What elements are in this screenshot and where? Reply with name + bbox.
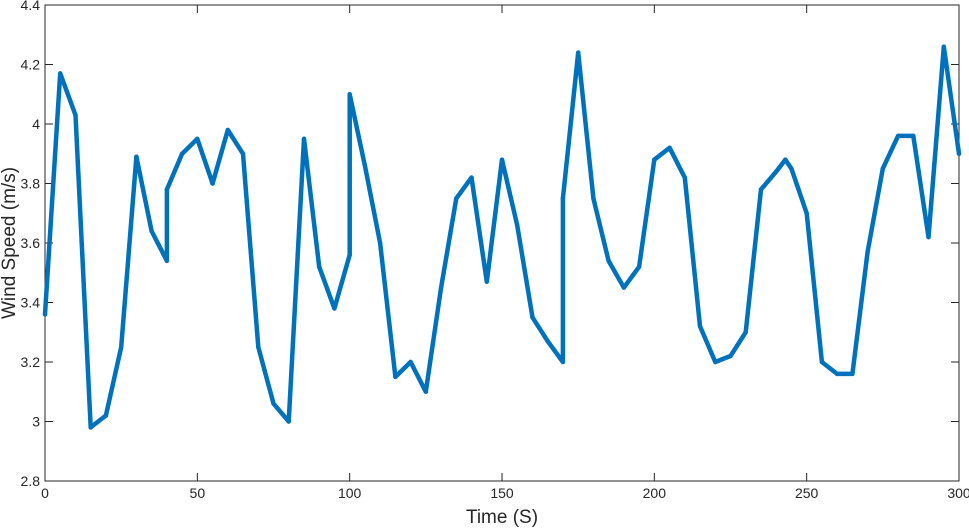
data-point (758, 187, 764, 192)
data-point (423, 389, 429, 394)
data-point (591, 196, 596, 201)
data-point (164, 187, 170, 192)
data-point (515, 222, 520, 228)
data-point (58, 71, 63, 76)
data-point (789, 166, 794, 171)
data-point (783, 157, 788, 162)
data-point (895, 133, 901, 139)
data-point (956, 151, 962, 156)
x-tick-label: 300 (947, 485, 969, 501)
data-point (347, 252, 352, 258)
y-tick-label: 3.4 (21, 295, 41, 311)
data-point (774, 169, 779, 174)
y-tick-label: 3.6 (21, 235, 41, 251)
data-point (332, 306, 337, 311)
data-point (210, 181, 215, 186)
data-point (667, 145, 672, 150)
data-point (941, 44, 946, 49)
data-point (545, 338, 550, 344)
plot-area (44, 4, 960, 482)
data-point (286, 419, 291, 424)
y-tick-label: 4 (32, 116, 40, 132)
data-point (377, 240, 383, 246)
data-point (682, 175, 687, 180)
data-point (362, 163, 368, 168)
data-point (164, 258, 170, 264)
data-point (865, 249, 870, 255)
data-point (408, 359, 413, 365)
data-point (195, 136, 200, 142)
data-point (134, 154, 139, 159)
data-point (256, 344, 261, 350)
y-tick-label: 3.2 (21, 354, 41, 370)
data-point (271, 401, 276, 406)
data-point (743, 330, 748, 335)
data-point (103, 413, 109, 418)
data-point (454, 196, 459, 201)
x-tick-label: 250 (795, 485, 819, 501)
data-point (347, 92, 352, 97)
data-point (393, 374, 398, 380)
x-tick-label: 150 (490, 485, 514, 501)
x-tick-label: 200 (643, 485, 667, 501)
y-tick-label: 3.8 (21, 176, 41, 192)
data-point (42, 312, 48, 317)
axis-tick-labels: 0 50 100 150 200 250 300 2.8 3 3.2 3.4 3.6 3.8 4 4.2 4.… (21, 0, 969, 501)
data-point (621, 285, 627, 290)
data-point (804, 211, 809, 216)
data-point (728, 353, 733, 359)
data-point (149, 228, 154, 234)
x-tick-label: 0 (41, 485, 49, 501)
data-point (88, 425, 93, 430)
data-point (819, 359, 825, 365)
y-tick-label: 2.8 (21, 473, 41, 489)
data-point (880, 166, 886, 171)
data-point (438, 285, 444, 290)
data-point (636, 264, 642, 269)
data-point (301, 136, 307, 142)
x-tick-label: 100 (338, 485, 362, 501)
data-point (73, 112, 78, 118)
x-tick-label: 50 (190, 485, 206, 501)
data-point (834, 371, 840, 377)
data-point (499, 157, 505, 162)
data-point (560, 196, 566, 201)
y-tick-label: 4.2 (21, 57, 41, 73)
data-point (697, 324, 703, 329)
y-axis-label: Wind Speed (m/s) (0, 167, 20, 319)
data-point (118, 344, 124, 350)
data-point (179, 151, 185, 156)
x-axis-label: Time (S) (466, 507, 538, 528)
data-point (530, 315, 535, 320)
data-point (911, 133, 916, 139)
data-point (606, 258, 611, 264)
y-tick-label: 4.4 (21, 0, 41, 13)
data-point (560, 359, 566, 365)
data-point (469, 175, 474, 180)
data-point (575, 50, 581, 55)
data-point (225, 127, 230, 133)
data-point (713, 359, 718, 365)
data-point (317, 264, 322, 269)
y-tick-label: 3 (32, 414, 40, 430)
data-point (850, 371, 855, 377)
data-point (240, 151, 246, 156)
data-point (484, 279, 489, 284)
data-points (42, 44, 962, 430)
data-point (926, 234, 931, 240)
data-point (652, 157, 657, 162)
